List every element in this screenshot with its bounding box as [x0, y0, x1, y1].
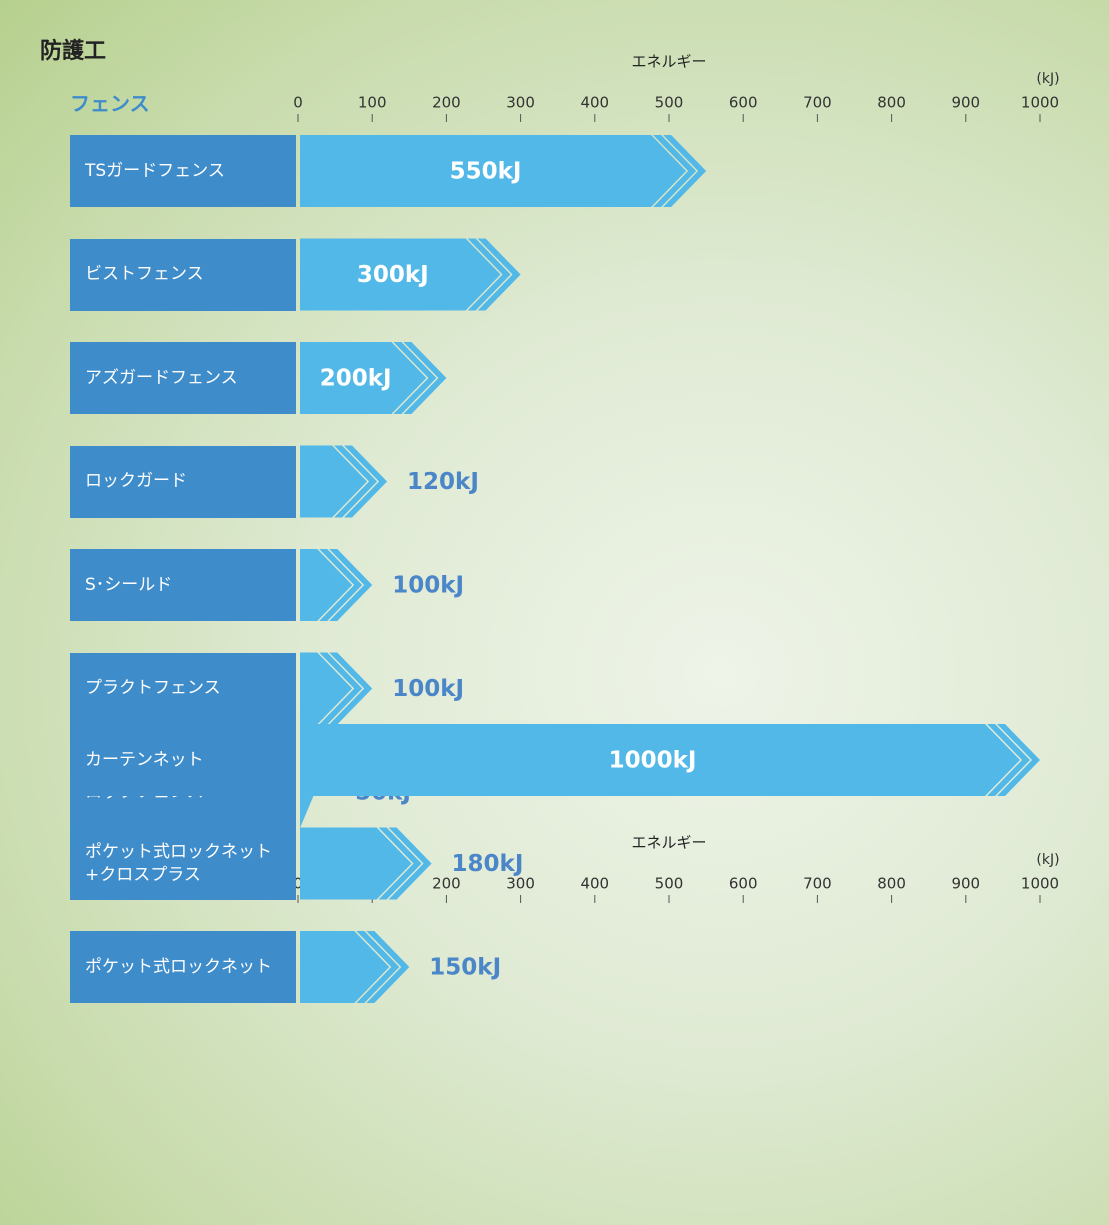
x-tick-label: 900 [951, 94, 980, 112]
x-tick-label: 400 [580, 875, 609, 893]
x-tick-label: 300 [506, 875, 535, 893]
axis-unit: (kJ) [1036, 852, 1059, 868]
x-tick-label: 300 [506, 94, 535, 112]
page: 防護工 エネルギー (kJ) フェンス 0 100 200 300 400 500 600 700 8… [0, 0, 1109, 1225]
x-tick-label: 700 [803, 875, 832, 893]
value-label: 150kJ [429, 955, 501, 981]
category-label: ロックガード [70, 446, 296, 518]
x-tick-label: 200 [432, 875, 461, 893]
x-tick-label: 200 [432, 94, 461, 112]
bar [300, 828, 432, 900]
bar [300, 653, 372, 725]
category-label: S･シールド [70, 549, 296, 621]
x-tick-label: 0 [293, 94, 303, 112]
x-tick-label: 800 [877, 94, 906, 112]
x-tick-label: 800 [877, 875, 906, 893]
axis-unit: (kJ) [1036, 71, 1059, 87]
category-label: プラクトフェンス [70, 653, 296, 725]
page-title: 防護工 [40, 38, 106, 64]
x-tick-label: 100 [358, 94, 387, 112]
axis-title: エネルギー [631, 834, 706, 852]
x-tick-label: 700 [803, 94, 832, 112]
category-label: アズガードフェンス [70, 342, 296, 414]
category-label: ビストフェンス [70, 239, 296, 311]
x-tick-label: 600 [729, 94, 758, 112]
bar [300, 446, 387, 518]
axis-title: エネルギー [631, 53, 706, 71]
value-label: 200kJ [320, 366, 392, 392]
x-tick-label: 600 [729, 875, 758, 893]
value-label: 100kJ [392, 573, 464, 599]
x-tick-label: 400 [580, 94, 609, 112]
bar-body [300, 931, 389, 1003]
value-label: 120kJ [407, 469, 479, 495]
value-label: 100kJ [392, 676, 464, 702]
value-label: 1000kJ [609, 748, 697, 774]
category-label: TSガードフェンス [70, 135, 296, 207]
bar [300, 549, 372, 621]
value-label: 300kJ [357, 262, 429, 288]
section-title: フェンス [70, 92, 150, 116]
x-tick-label: 1000 [1021, 94, 1059, 112]
value-label: 180kJ [452, 851, 524, 877]
category-label: ポケット式ロックネット [70, 931, 296, 1003]
x-tick-label: 500 [655, 94, 684, 112]
bar [300, 931, 409, 1003]
x-tick-label: 500 [655, 875, 684, 893]
category-label: カーテンネット [70, 724, 296, 796]
category-label: ポケット式ロックネット +クロスプラス [70, 828, 296, 900]
value-label: 550kJ [450, 159, 522, 185]
x-tick-label: 900 [951, 875, 980, 893]
x-tick-label: 1000 [1021, 875, 1059, 893]
